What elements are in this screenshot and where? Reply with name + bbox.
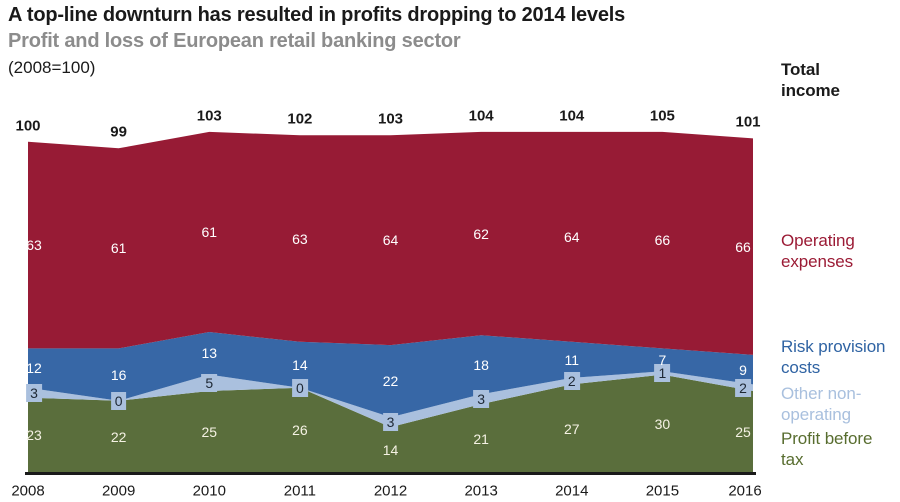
value-label-profit_before_tax-2008: 23 xyxy=(26,427,42,444)
value-label-operating_expenses-2008: 63 xyxy=(26,237,42,253)
total-income-label-2008: 100 xyxy=(15,117,41,135)
value-label-other_non_operating-2010: 5 xyxy=(201,373,218,392)
value-label-risk_provision-2014: 11 xyxy=(564,351,580,368)
chart-subtitle: Profit and loss of European retail banki… xyxy=(8,30,461,52)
x-tick-2009: 2009 xyxy=(101,482,136,500)
value-label-profit_before_tax-2016: 25 xyxy=(735,424,751,440)
value-label-risk_provision-2011: 14 xyxy=(292,356,308,373)
x-tick-2014: 2014 xyxy=(555,482,589,500)
value-label-risk_provision-2009: 16 xyxy=(110,366,127,383)
value-label-profit_before_tax-2014: 27 xyxy=(563,420,580,437)
legend-profit-before-tax: Profit before tax xyxy=(781,429,873,470)
value-label-other_non_operating-2013: 3 xyxy=(473,390,490,409)
value-label-profit_before_tax-2012: 14 xyxy=(382,442,399,458)
legend-risk-provision-costs: Risk provision costs xyxy=(781,337,886,378)
legend-total-income: Total income xyxy=(781,60,840,101)
value-label-risk_provision-2012: 22 xyxy=(382,373,399,390)
value-label-operating_expenses-2011: 63 xyxy=(292,230,308,247)
value-label-operating_expenses-2009: 61 xyxy=(110,240,127,257)
total-income-label-2014: 104 xyxy=(559,107,585,125)
page-title: A top-line downturn has resulted in prof… xyxy=(8,4,626,26)
value-label-profit_before_tax-2013: 21 xyxy=(473,430,489,447)
value-label-profit_before_tax-2010: 25 xyxy=(201,424,218,440)
total-income-label-2016: 101 xyxy=(735,113,761,131)
value-label-risk_provision-2016: 9 xyxy=(739,361,747,378)
value-label-other_non_operating-2016: 2 xyxy=(735,378,751,397)
x-tick-2015: 2015 xyxy=(645,482,680,500)
value-label-risk_provision-2013: 18 xyxy=(473,356,489,373)
value-label-profit_before_tax-2015: 30 xyxy=(654,415,671,432)
area-profit_before_tax xyxy=(28,374,753,473)
value-label-other_non_operating-2014: 2 xyxy=(563,372,580,391)
value-label-other_non_operating-2012: 3 xyxy=(382,413,399,432)
value-label-profit_before_tax-2009: 22 xyxy=(110,428,127,445)
value-label-risk_provision-2010: 13 xyxy=(201,345,218,362)
x-tick-2011: 2011 xyxy=(283,482,317,500)
total-income-label-2009: 99 xyxy=(110,123,127,141)
value-label-other_non_operating-2008: 3 xyxy=(26,383,42,402)
x-tick-2013: 2013 xyxy=(464,482,498,500)
x-tick-2008: 2008 xyxy=(11,482,45,500)
x-tick-2010: 2010 xyxy=(192,482,226,500)
area-operating_expenses xyxy=(28,131,753,355)
value-label-profit_before_tax-2011: 26 xyxy=(292,422,308,439)
legend-operating-expenses: Operating expenses xyxy=(781,231,855,272)
value-label-risk_provision-2008: 12 xyxy=(26,360,42,376)
area-risk_provision xyxy=(28,332,753,418)
value-label-other_non_operating-2015: 1 xyxy=(654,364,671,382)
total-income-label-2013: 104 xyxy=(468,107,494,125)
legend-other-non-operating: Other non-operating xyxy=(781,384,862,425)
total-income-label-2010: 103 xyxy=(196,107,222,125)
value-label-operating_expenses-2012: 64 xyxy=(382,232,399,249)
x-tick-2016: 2016 xyxy=(728,482,762,500)
total-income-label-2011: 102 xyxy=(287,110,313,128)
index-note: (2008=100) xyxy=(8,58,96,77)
value-label-other_non_operating-2009: 0 xyxy=(110,391,127,410)
total-income-label-2012: 103 xyxy=(377,110,404,128)
value-label-operating_expenses-2013: 62 xyxy=(473,225,489,242)
x-tick-2012: 2012 xyxy=(373,482,408,500)
value-label-operating_expenses-2016: 66 xyxy=(735,238,751,255)
x-axis-line xyxy=(25,472,756,475)
total-income-label-2015: 105 xyxy=(649,107,675,125)
value-label-operating_expenses-2015: 66 xyxy=(654,232,671,249)
value-label-operating_expenses-2010: 61 xyxy=(201,223,218,240)
value-label-risk_provision-2015: 7 xyxy=(658,351,667,368)
value-label-operating_expenses-2014: 64 xyxy=(563,228,580,245)
value-label-other_non_operating-2011: 0 xyxy=(291,378,308,397)
